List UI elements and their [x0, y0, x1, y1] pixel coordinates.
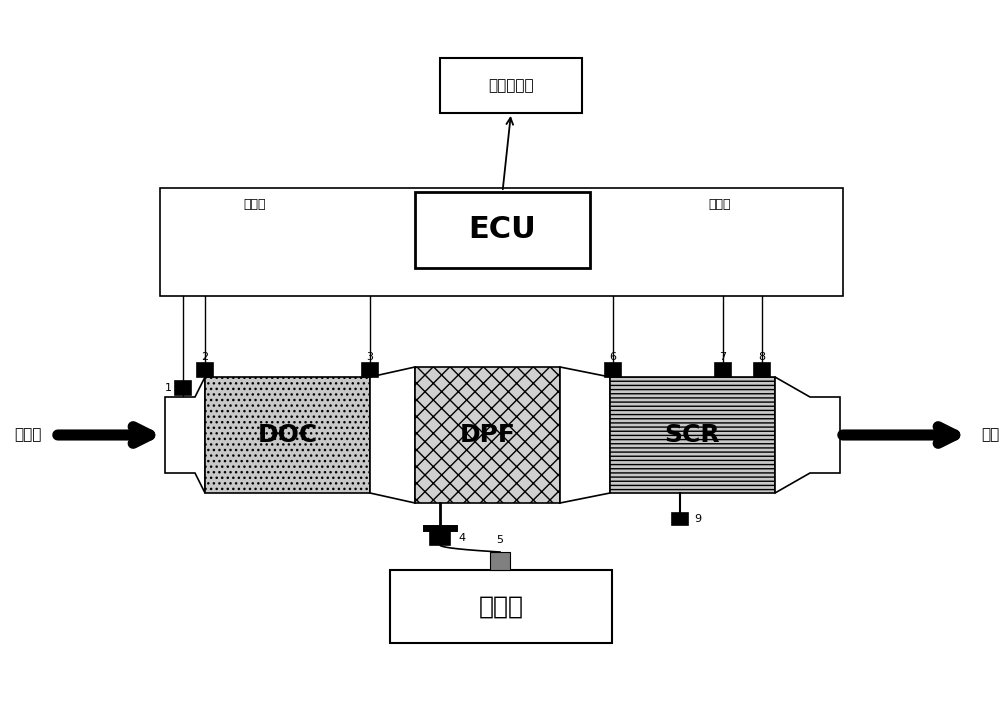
Bar — [362, 363, 378, 377]
Bar — [390, 570, 612, 643]
Text: 排气进: 排气进 — [14, 428, 42, 443]
Bar — [754, 363, 770, 377]
Text: 电信号: 电信号 — [709, 198, 731, 211]
Text: 3: 3 — [366, 352, 374, 362]
Bar — [605, 363, 621, 377]
Text: SCR: SCR — [665, 423, 720, 447]
Text: ECU: ECU — [469, 216, 536, 244]
Text: DPF: DPF — [460, 423, 515, 447]
Bar — [490, 552, 510, 570]
Bar — [415, 367, 560, 503]
Bar — [610, 377, 775, 493]
Bar — [415, 192, 590, 268]
Bar — [175, 381, 191, 395]
Text: 排气出: 排气出 — [981, 428, 1000, 443]
Text: 5: 5 — [496, 535, 504, 545]
Text: 6: 6 — [610, 352, 616, 362]
Text: 故障指示灯: 故障指示灯 — [488, 78, 534, 93]
Bar — [197, 363, 213, 377]
Bar — [672, 513, 688, 525]
Text: 电信号: 电信号 — [244, 198, 266, 211]
Polygon shape — [370, 367, 415, 503]
Polygon shape — [775, 377, 840, 493]
Text: 7: 7 — [719, 352, 727, 362]
Bar — [160, 188, 843, 296]
Bar — [715, 363, 731, 377]
Bar — [430, 528, 450, 545]
Polygon shape — [165, 377, 205, 493]
Text: 9: 9 — [694, 514, 702, 524]
Polygon shape — [560, 367, 610, 503]
Text: 4: 4 — [458, 533, 466, 543]
Text: 8: 8 — [758, 352, 766, 362]
Text: DOC: DOC — [257, 423, 318, 447]
Text: 尿素笩: 尿素笩 — [479, 595, 524, 619]
Text: 2: 2 — [201, 352, 209, 362]
Bar — [440, 58, 582, 113]
Text: 1: 1 — [164, 383, 172, 393]
Bar — [205, 377, 370, 493]
